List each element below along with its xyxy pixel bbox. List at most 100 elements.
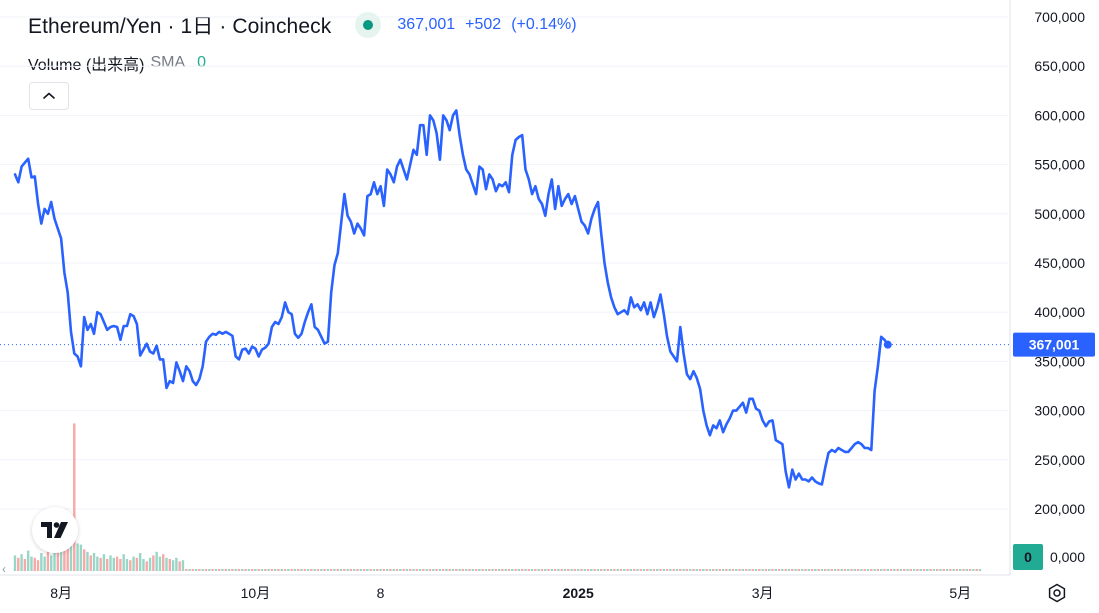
- volume-bar: [287, 569, 290, 571]
- volume-bar: [504, 569, 507, 571]
- volume-bar: [241, 569, 244, 571]
- chevron-up-icon: [43, 92, 55, 99]
- volume-bar: [175, 557, 178, 571]
- volume-bar: [959, 569, 962, 571]
- volume-bar: [840, 569, 843, 571]
- volume-bar: [231, 569, 234, 571]
- volume-bar: [514, 569, 517, 571]
- volume-bar: [56, 549, 60, 571]
- volume-bar: [356, 569, 359, 571]
- volume-bar: [926, 569, 929, 571]
- volume-bar: [688, 569, 692, 571]
- volume-bar: [639, 569, 642, 571]
- y-tick-label: 550,000: [1034, 157, 1085, 173]
- volume-bar: [250, 569, 254, 571]
- volume-bar: [791, 569, 794, 571]
- collapse-legend-button[interactable]: [29, 82, 69, 110]
- volume-bar: [906, 569, 909, 571]
- volume-bar: [814, 569, 817, 571]
- volume-bar: [234, 569, 237, 571]
- y-tick-label: 250,000: [1034, 452, 1085, 468]
- volume-bar: [273, 569, 277, 571]
- volume-bar: [257, 569, 260, 571]
- volume-bar: [326, 569, 330, 571]
- volume-bar: [59, 551, 63, 571]
- volume-bar: [208, 569, 211, 571]
- volume-bar: [962, 569, 965, 571]
- volume-bar: [343, 569, 346, 571]
- volume-bar: [366, 569, 369, 571]
- volume-bar: [461, 569, 465, 571]
- volume-legend[interactable]: Volume (出来高) SMA 0: [28, 51, 206, 75]
- volume-bar: [929, 569, 932, 571]
- gear-icon[interactable]: [1046, 582, 1068, 604]
- volume-bar: [537, 569, 540, 571]
- symbol-name: Ethereum/Yen: [28, 15, 162, 38]
- volume-badge[interactable]: [1013, 544, 1043, 570]
- volume-bar: [692, 569, 695, 571]
- volume-bar: [824, 569, 827, 571]
- volume-bar: [590, 569, 593, 571]
- volume-bar: [619, 569, 623, 571]
- volume-bar: [418, 569, 422, 571]
- volume-bar: [863, 569, 866, 571]
- volume-bar: [909, 569, 913, 571]
- volume-bar: [168, 559, 171, 571]
- last-price-badge-label: 367,001: [1029, 337, 1080, 353]
- volume-bar: [428, 569, 432, 571]
- volume-bar: [695, 569, 698, 571]
- volume-bar: [856, 569, 860, 571]
- scroll-left-icon[interactable]: ‹: [2, 562, 6, 576]
- volume-bar: [30, 556, 33, 571]
- volume-bar: [329, 569, 333, 571]
- volume-bar: [458, 569, 461, 571]
- volume-bar: [665, 569, 669, 571]
- volume-bar: [303, 569, 307, 571]
- volume-bar: [804, 569, 807, 571]
- volume-bar: [441, 569, 445, 571]
- volume-bar: [491, 569, 494, 571]
- volume-bar: [712, 569, 715, 571]
- volume-bar: [718, 569, 722, 571]
- volume-bar: [955, 569, 959, 571]
- volume-bar: [474, 569, 478, 571]
- volume-bar: [198, 569, 201, 571]
- volume-bar: [570, 569, 573, 571]
- volume-bar: [290, 569, 293, 571]
- volume-bar: [432, 569, 435, 571]
- volume-bar: [547, 569, 550, 571]
- volume-bar: [451, 569, 455, 571]
- volume-bar: [362, 569, 366, 571]
- volume-bar: [761, 569, 764, 571]
- tradingview-logo-icon[interactable]: [32, 507, 78, 553]
- volume-bar: [919, 569, 922, 571]
- volume-bar: [402, 569, 405, 571]
- price-change: +502: [465, 16, 502, 33]
- volume-bar: [165, 557, 168, 571]
- volume-bar: [652, 569, 656, 571]
- volume-bar: [968, 569, 972, 571]
- volume-bar: [435, 569, 438, 571]
- volume-bar: [685, 569, 689, 571]
- volume-bar: [777, 569, 781, 571]
- last-price-badge[interactable]: [1013, 332, 1095, 357]
- volume-bar: [224, 569, 227, 571]
- volume-bar: [399, 569, 402, 571]
- volume-bar: [922, 569, 926, 571]
- chart-grid: [0, 0, 1011, 576]
- volume-bar: [349, 569, 353, 571]
- volume-bar: [359, 569, 363, 571]
- volume-bar: [106, 559, 109, 571]
- volume-bar: [320, 569, 323, 571]
- market-status-icon[interactable]: [355, 12, 382, 38]
- y-tick-label: 300,000: [1034, 403, 1085, 419]
- exchange-label: Coincheck: [232, 15, 332, 38]
- volume-bar: [764, 569, 768, 571]
- volume-bar: [280, 569, 283, 571]
- symbol-title[interactable]: Ethereum/Yen · 1日 · Coincheck: [28, 10, 331, 40]
- volume-bar: [751, 569, 754, 571]
- volume-indicator-name: Volume (出来高): [28, 57, 145, 74]
- volume-bar: [254, 569, 257, 571]
- price-markers: [883, 340, 892, 349]
